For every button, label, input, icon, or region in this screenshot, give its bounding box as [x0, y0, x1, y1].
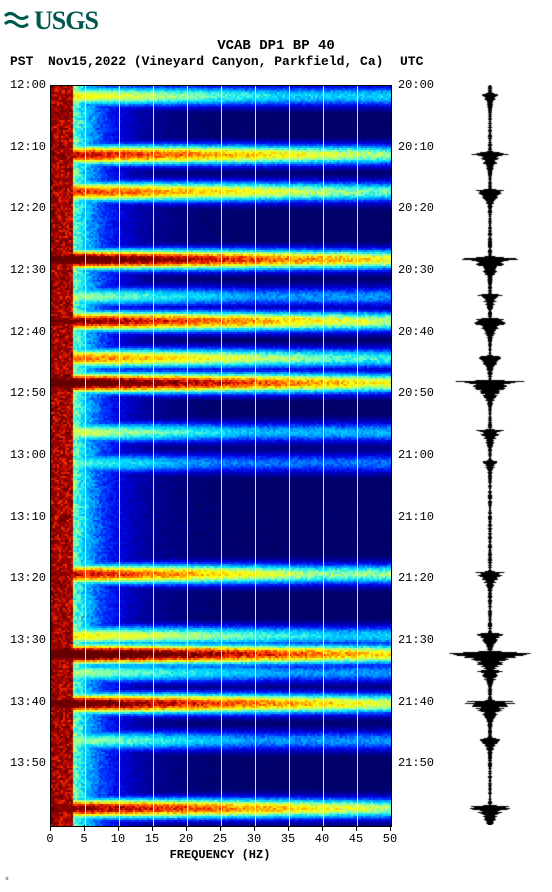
utc-tick-label: 20:30 [398, 263, 434, 277]
x-tick-label: 25 [213, 832, 227, 846]
pst-tick-label: 12:50 [10, 386, 46, 400]
pst-tick-label: 13:40 [10, 695, 46, 709]
x-tick-label: 45 [349, 832, 363, 846]
pst-tick-label: 12:10 [10, 140, 46, 154]
x-tick-label: 0 [46, 832, 53, 846]
x-tick-label: 40 [315, 832, 329, 846]
utc-tick-label: 21:50 [398, 756, 434, 770]
utc-tick-label: 21:10 [398, 510, 434, 524]
utc-tick-label: 21:30 [398, 633, 434, 647]
footer-mark: * [4, 877, 10, 888]
x-tick-label: 20 [179, 832, 193, 846]
plot-title: VCAB DP1 BP 40 [0, 38, 552, 54]
waveform-canvas [440, 85, 540, 825]
pst-tick-label: 13:00 [10, 448, 46, 462]
y-axis-utc: 20:0020:1020:2020:3020:4020:5021:0021:10… [392, 85, 436, 825]
pst-tick-label: 12:00 [10, 78, 46, 92]
pst-tick-label: 13:30 [10, 633, 46, 647]
tz-left-label: PST [10, 54, 33, 69]
utc-tick-label: 21:40 [398, 695, 434, 709]
pst-tick-label: 12:40 [10, 325, 46, 339]
date-location-label: Nov15,2022 (Vineyard Canyon, Parkfield, … [48, 54, 383, 69]
tz-right-label: UTC [400, 54, 423, 69]
pst-tick-label: 13:10 [10, 510, 46, 524]
waveform-panel [440, 85, 540, 825]
pst-tick-label: 12:30 [10, 263, 46, 277]
x-tick-label: 10 [111, 832, 125, 846]
usgs-logo: USGS [4, 6, 98, 36]
pst-tick-label: 12:20 [10, 201, 46, 215]
utc-tick-label: 20:40 [398, 325, 434, 339]
usgs-wave-icon [4, 10, 30, 32]
utc-tick-label: 20:00 [398, 78, 434, 92]
utc-tick-label: 21:00 [398, 448, 434, 462]
utc-tick-label: 20:20 [398, 201, 434, 215]
usgs-logo-text: USGS [34, 6, 98, 36]
x-tick-label: 50 [383, 832, 397, 846]
x-tick-label: 30 [247, 832, 261, 846]
pst-tick-label: 13:20 [10, 571, 46, 585]
spectrogram-canvas [51, 86, 391, 826]
utc-tick-label: 20:10 [398, 140, 434, 154]
pst-tick-label: 13:50 [10, 756, 46, 770]
utc-tick-label: 21:20 [398, 571, 434, 585]
x-tick-label: 15 [145, 832, 159, 846]
y-axis-pst: 12:0012:1012:2012:3012:4012:5013:0013:10… [0, 85, 48, 825]
utc-tick-label: 20:50 [398, 386, 434, 400]
x-tick-label: 5 [80, 832, 87, 846]
x-tick-label: 35 [281, 832, 295, 846]
x-axis-label: FREQUENCY (HZ) [50, 848, 390, 862]
spectrogram-plot [50, 85, 392, 827]
